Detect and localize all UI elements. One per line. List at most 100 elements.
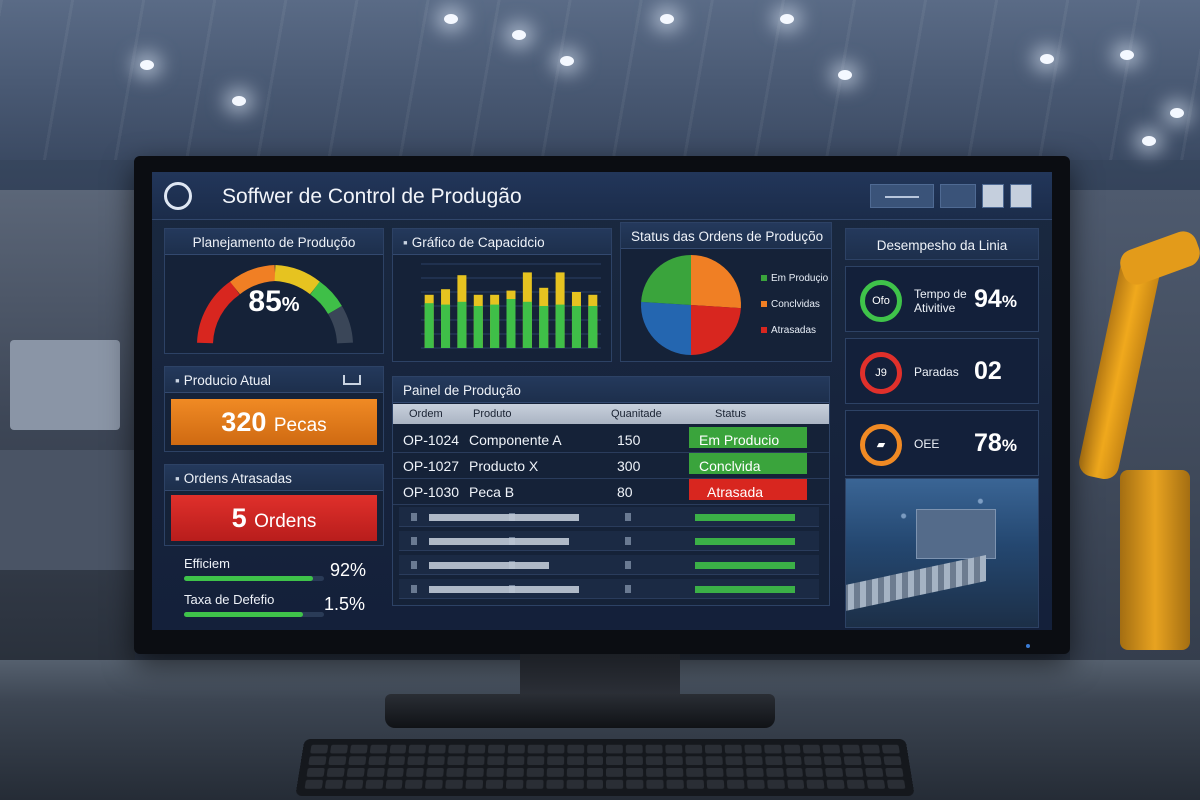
defect-rate-label: Taxa de Defefio (184, 592, 275, 607)
maximize-button[interactable] (940, 184, 976, 208)
capacity-bar-green (571, 306, 581, 348)
ceiling-light (1120, 50, 1134, 60)
order-status-panel-title: Status das Ordens de Produçõo (621, 223, 831, 249)
kpi-card[interactable]: ▰ OEE 78% (845, 410, 1039, 476)
table-row[interactable]: OP-1027 Producto X 300 Conclvida (393, 453, 829, 479)
keyboard-key (348, 756, 367, 766)
keyboard-key (408, 744, 427, 754)
keyboard-key (386, 767, 405, 777)
keyboard-key (547, 744, 565, 754)
placeholder-marker (625, 585, 631, 593)
kpi-card[interactable]: J9 Paradas 02 (845, 338, 1039, 404)
legend-completed: Conclvidas (761, 299, 820, 310)
keyboard-key (546, 779, 564, 789)
defect-rate-bar (184, 612, 324, 617)
table-row[interactable]: OP-1024 Componente A 150 Em Producio (393, 427, 829, 453)
keyboard-key (806, 779, 825, 789)
factory-camera-thumbnail[interactable] (845, 478, 1039, 628)
col-qty[interactable]: Quanitade (611, 408, 662, 420)
current-production-panel: ▪ Producio Atual 320 Pecas (164, 366, 384, 452)
keyboard-key (626, 744, 644, 754)
restore-button[interactable] (982, 184, 1004, 208)
placeholder-marker (625, 537, 631, 545)
keyboard-key (645, 744, 663, 754)
col-product[interactable]: Produto (473, 408, 512, 420)
keyboard-key (805, 767, 824, 777)
capacity-bar-green (490, 304, 500, 348)
keyboard-key (487, 744, 506, 754)
keyboard-key (486, 767, 504, 777)
order-cell: OP-1027 (403, 458, 460, 474)
capacity-bar-green (473, 306, 483, 348)
keyboard-key (626, 767, 644, 777)
kpi-unit: % (1001, 292, 1017, 311)
close-button[interactable] (1010, 184, 1032, 208)
metrics-panel: Efficiem 92% Taxa de Defefio 1.5% (164, 550, 384, 624)
keyboard-key (665, 744, 683, 754)
current-production-title: ▪ Producio Atual (165, 367, 383, 393)
keyboard-key (487, 756, 505, 766)
keyboard-key (666, 767, 684, 777)
keyboard-key (425, 779, 444, 789)
keyboard-key (505, 779, 524, 789)
keyboard-key (606, 779, 624, 789)
product-cell: Componente A (469, 432, 562, 448)
status-badge: Conclvida (689, 453, 807, 474)
keyboard-key (407, 756, 426, 766)
placeholder-marker (411, 585, 417, 593)
keyboard-key (804, 756, 823, 766)
keyboard-key (364, 779, 384, 789)
capacity-bar-green (555, 304, 565, 348)
ceiling-light (140, 60, 154, 70)
keyboard-key (566, 779, 584, 789)
efficiency-bar-fill (184, 576, 313, 581)
current-production-value: 320 Pecas (171, 399, 377, 445)
capacity-bar-green (506, 299, 516, 348)
kpi-label-line1: Paradas (914, 365, 959, 379)
capacity-bar-green (588, 306, 598, 348)
late-orders-title: ▪ Ordens Atrasadas (165, 465, 383, 491)
product-cell: Producto X (469, 458, 539, 474)
defect-rate-value: 1.5% (324, 594, 366, 614)
thumbnail-conveyor (846, 555, 986, 613)
legend-swatch-green (761, 275, 767, 282)
keyboard-key (465, 779, 484, 789)
keyboard-key (785, 767, 804, 777)
product-cell: Peca B (469, 484, 515, 500)
tray-icon[interactable] (343, 375, 361, 385)
kpi-card[interactable]: Ofo Tempo de Ativitive 94% (845, 266, 1039, 332)
table-row[interactable]: OP-1030 Peca B 80 Atrasada (393, 479, 829, 505)
keyboard-key (883, 756, 902, 766)
efficiency-label: Efficiem (184, 556, 230, 571)
keyboard-key (626, 779, 644, 789)
ceiling-light (560, 56, 574, 66)
keyboard-key (685, 756, 703, 766)
late-orders-panel: ▪ Ordens Atrasadas 5 Ordens (164, 464, 384, 546)
placeholder-bar (429, 514, 579, 521)
keyboard-key (724, 744, 742, 754)
keyboard-key (843, 756, 862, 766)
keyboard-key (646, 756, 664, 766)
status-badge: Em Producio (689, 427, 807, 448)
capacity-bar-green (457, 301, 467, 348)
col-order[interactable]: Ordem (409, 408, 443, 420)
keyboard-key (329, 744, 348, 754)
gauge-unit: % (281, 294, 300, 316)
ceiling-light (232, 96, 246, 106)
keyboard-key (845, 767, 864, 777)
keyboard-key (764, 756, 783, 766)
keyboard-key (786, 779, 805, 789)
placeholder-bar (429, 538, 569, 545)
keyboard-key (646, 779, 664, 789)
keyboard-key (385, 779, 404, 789)
kpi-label: Tempo de Ativitive (914, 287, 967, 315)
minimize-button[interactable] (870, 184, 934, 208)
placeholder-row (399, 507, 819, 527)
col-status[interactable]: Status (715, 408, 747, 420)
keyboard-key (446, 767, 465, 777)
production-board-title: Painel de Produção (393, 377, 829, 403)
gauge-segment-yellow (274, 265, 320, 295)
keyboard-key (606, 756, 624, 766)
legend-label: Em Produçio (771, 273, 829, 284)
monitor-stand-base (385, 694, 775, 728)
